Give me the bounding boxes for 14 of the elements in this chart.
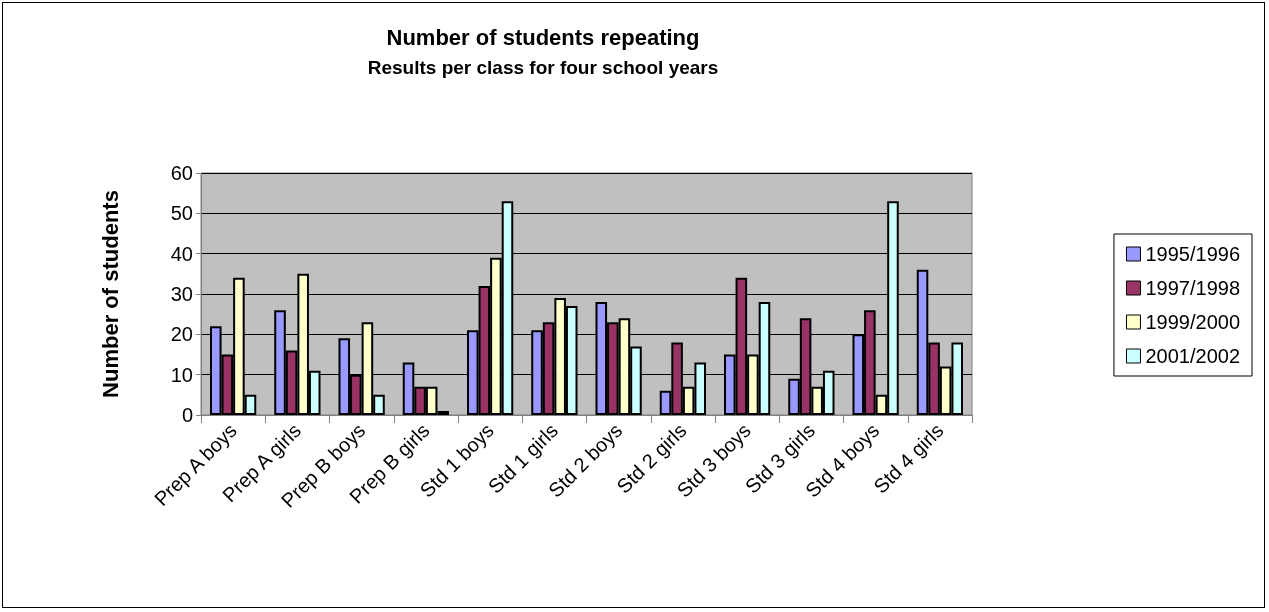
y-tick-label: 30 <box>170 283 193 305</box>
y-tick-label: 50 <box>170 202 193 225</box>
y-tick-label: 40 <box>170 242 193 265</box>
legend-label: 1997/1998 <box>1145 277 1241 299</box>
legend-label: 1995/1996 <box>1145 243 1241 265</box>
legend-label: 2001/2002 <box>1145 345 1241 367</box>
y-tick-label: 0 <box>181 404 193 426</box>
y-axis-title: Number of students <box>97 190 123 398</box>
y-tick-label: 20 <box>170 323 193 346</box>
legend-label: 1999/2000 <box>1145 311 1241 333</box>
chart-subtitle: Results per class for four school years <box>367 57 719 78</box>
y-tick-label: 10 <box>170 363 193 386</box>
chart-title: Number of students repeating <box>386 24 700 50</box>
y-tick-label: 60 <box>170 162 193 184</box>
